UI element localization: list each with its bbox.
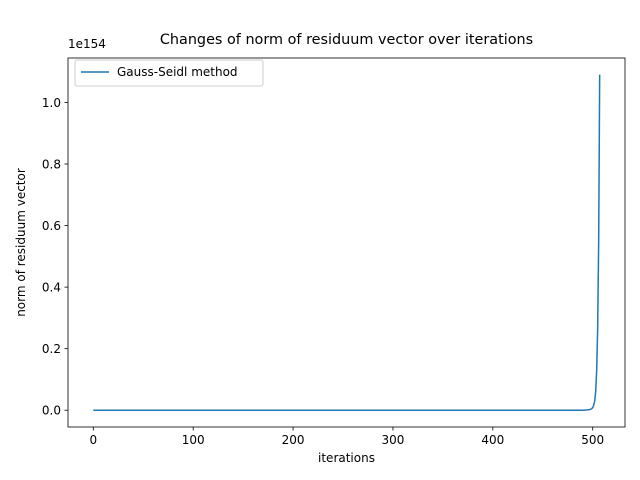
- chart-title: Changes of norm of residuum vector over …: [160, 32, 533, 48]
- y-tick-label: 0.0: [42, 404, 61, 418]
- series-line-0: [93, 74, 601, 411]
- x-tick-label: 500: [581, 433, 604, 447]
- x-axis-label: iterations: [318, 451, 375, 465]
- y-tick-label: 0.8: [42, 157, 61, 171]
- plot-layer: [93, 74, 601, 411]
- x-tick-label: 100: [182, 433, 205, 447]
- y-tick-label: 0.6: [42, 219, 61, 233]
- y-tick-label: 0.2: [42, 342, 61, 356]
- y-axis: 0.0 0.2 0.4 0.6 0.8 1.0: [42, 96, 68, 418]
- x-tick-label: 300: [381, 433, 404, 447]
- legend-label: Gauss-Seidl method: [117, 65, 238, 79]
- y-tick-label: 0.4: [42, 280, 61, 294]
- x-tick-label: 0: [89, 433, 97, 447]
- x-axis: 0 100 200 300 400 500: [89, 427, 604, 447]
- x-tick-label: 400: [481, 433, 504, 447]
- axes-frame: [67, 57, 626, 428]
- legend-box: [74, 59, 264, 87]
- legend: Gauss-Seidl method: [74, 59, 264, 87]
- x-tick-label: 200: [282, 433, 305, 447]
- y-tick-label: 1.0: [42, 96, 61, 110]
- y-axis-label: norm of residuum vector: [14, 168, 28, 317]
- y-axis-offset-text: 1e154: [68, 37, 106, 51]
